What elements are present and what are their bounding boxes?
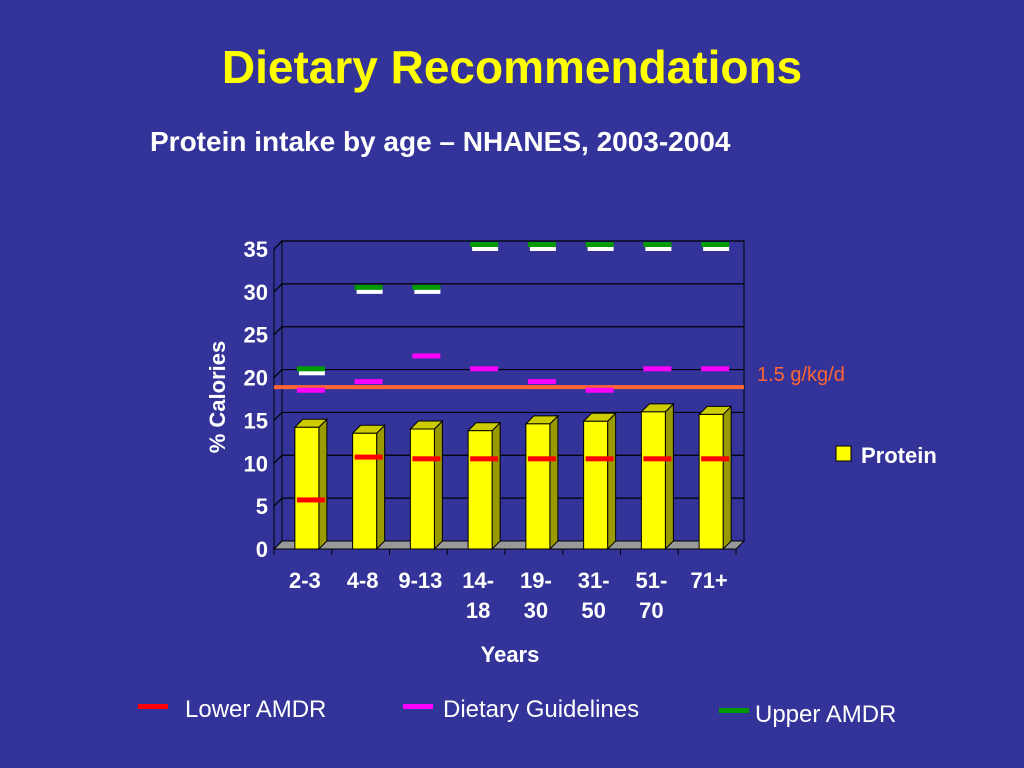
- y-tick-label: 30: [244, 280, 268, 305]
- dietary-guidelines-marker: [643, 366, 672, 372]
- y-tick-label: 0: [256, 537, 268, 562]
- plot-floor: [272, 540, 746, 550]
- legend-label-protein: Protein: [861, 443, 937, 468]
- upper-amdr-marker: [701, 242, 730, 247]
- lower-amdr-marker: [701, 456, 730, 462]
- protein-bar-side: [549, 414, 559, 551]
- protein-bar-side: [433, 419, 443, 551]
- upper-amdr-marker-shadow: [587, 245, 614, 251]
- dietary-guidelines-marker: [585, 387, 614, 393]
- protein-bar-side: [664, 402, 674, 551]
- legend-marker-dietary-guidelines: [403, 704, 433, 709]
- y-tick-label: 15: [244, 408, 268, 433]
- protein-bar-side: [318, 418, 328, 551]
- x-tick-label: 2-3: [289, 568, 321, 593]
- x-tick-label: 4-8: [347, 568, 379, 593]
- legend-marker-upper-amdr: [719, 708, 749, 713]
- x-tick-label: 51-: [635, 568, 667, 593]
- legend-label-lower-amdr: Lower AMDR: [185, 696, 326, 723]
- x-tick-label: 9-13: [398, 568, 442, 593]
- gridline: [273, 240, 744, 250]
- upper-amdr-marker: [643, 242, 672, 247]
- lower-amdr-marker: [643, 456, 672, 462]
- dietary-guidelines-marker: [354, 379, 383, 385]
- y-tick-label: 5: [256, 494, 268, 519]
- y-tick-label: 20: [244, 366, 268, 391]
- upper-amdr-marker-shadow: [645, 245, 672, 251]
- legend-label-dietary-guidelines: Dietary Guidelines: [443, 696, 639, 723]
- upper-amdr-marker-shadow: [472, 245, 499, 251]
- protein-bar-side: [607, 412, 617, 551]
- y-tick-label: 35: [244, 237, 268, 262]
- x-tick-label: 14-: [462, 568, 494, 593]
- lower-amdr-marker: [412, 456, 441, 462]
- upper-amdr-marker-shadow: [356, 287, 383, 294]
- protein-bar: [583, 420, 609, 550]
- lower-amdr-marker: [470, 456, 499, 462]
- protein-bar: [294, 426, 320, 550]
- upper-amdr-marker: [354, 284, 383, 290]
- upper-amdr-marker-shadow: [298, 369, 325, 376]
- legend-swatch-protein: [835, 445, 852, 462]
- lower-amdr-marker: [296, 497, 325, 503]
- slide-subtitle: Protein intake by age – NHANES, 2003-200…: [150, 126, 731, 157]
- legend-marker-lower-amdr: [138, 704, 168, 709]
- dietary-guidelines-marker: [412, 353, 441, 359]
- x-tick-label: 71+: [690, 568, 727, 593]
- slide-title: Dietary Recommendations: [221, 41, 803, 93]
- lower-amdr-marker: [354, 454, 383, 460]
- upper-amdr-marker: [527, 242, 556, 247]
- x-tick-label: 31-: [578, 568, 610, 593]
- protein-bar: [352, 432, 378, 550]
- y-tick-label: 10: [244, 451, 268, 476]
- upper-amdr-marker-shadow: [414, 287, 441, 294]
- x-tick-label: 70: [639, 598, 663, 623]
- gridline: [273, 411, 744, 421]
- gridline: [273, 326, 744, 336]
- lower-amdr-marker: [527, 456, 556, 462]
- y-axis-label: % Calories: [205, 341, 230, 454]
- x-tick-label: 19-: [520, 568, 552, 593]
- x-tick-label: 50: [581, 598, 605, 623]
- dietary-guidelines-marker: [701, 366, 730, 372]
- upper-amdr-marker: [296, 366, 325, 372]
- protein-bar-side: [722, 405, 732, 551]
- lower-amdr-marker: [585, 456, 614, 462]
- protein-bar: [698, 413, 724, 550]
- upper-amdr-marker: [585, 242, 614, 247]
- dietary-guidelines-marker: [527, 379, 556, 385]
- protein-bar: [467, 430, 493, 550]
- upper-amdr-marker: [470, 242, 499, 247]
- protein-bar: [640, 411, 666, 550]
- protein-bar-side: [491, 421, 501, 551]
- protein-bar-side: [376, 424, 386, 551]
- gridline: [273, 283, 744, 293]
- protein-bar: [525, 423, 551, 550]
- upper-amdr-marker-shadow: [529, 245, 556, 251]
- protein-bar: [409, 428, 435, 550]
- x-tick-label: 30: [524, 598, 548, 623]
- x-axis-label: Years: [481, 642, 540, 667]
- upper-amdr-marker: [412, 284, 441, 290]
- plot-back-wall: [281, 240, 745, 542]
- dietary-guidelines-marker: [470, 366, 499, 372]
- upper-amdr-marker-shadow: [703, 245, 730, 251]
- legend-label-upper-amdr: Upper AMDR: [755, 701, 896, 728]
- gridline: [273, 368, 744, 378]
- x-tick-label: 18: [466, 598, 490, 623]
- y-tick-label: 25: [244, 323, 268, 348]
- reference-line-label: 1.5 g/kg/d: [757, 364, 845, 386]
- dietary-guidelines-marker: [296, 387, 325, 393]
